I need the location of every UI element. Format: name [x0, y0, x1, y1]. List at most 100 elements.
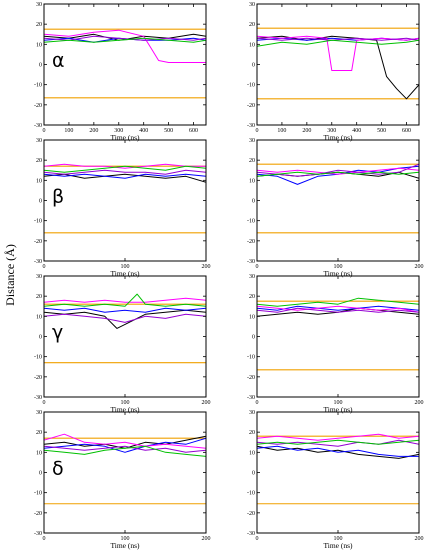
- y-tick-label: 20: [36, 430, 42, 436]
- x-tick-label: 0: [43, 128, 46, 134]
- series-line-4: [44, 37, 206, 43]
- y-tick-label: 10: [249, 178, 255, 184]
- y-axis-label: Distance (Å): [3, 244, 17, 306]
- x-tick-label: 400: [139, 128, 148, 134]
- x-tick-label: 0: [256, 400, 259, 406]
- x-tick-label: 0: [43, 536, 46, 542]
- y-tick-label: 30: [249, 410, 255, 416]
- x-axis-title: Time (ns): [323, 133, 353, 142]
- y-tick-label: -30: [247, 259, 255, 265]
- y-tick-label: 10: [36, 314, 42, 320]
- chart-panel-delta-right: -30 -20 -10 0 10 20 30 0 100 200 Time (ns): [247, 410, 424, 550]
- plot-frame: [256, 275, 420, 398]
- x-tick-label: 500: [164, 128, 173, 134]
- x-tick-label: 200: [202, 264, 211, 270]
- series-line-3: [44, 445, 206, 453]
- series-line-2: [44, 29, 206, 63]
- y-tick-label: 20: [249, 22, 255, 28]
- series-line-4: [257, 439, 419, 445]
- y-tick-label: 20: [249, 430, 255, 436]
- y-tick-label: -30: [34, 259, 42, 265]
- x-tick-label: 200: [415, 536, 424, 542]
- plot-frame: [256, 411, 420, 534]
- series-line-2: [257, 167, 419, 175]
- series-line-0: [44, 33, 206, 41]
- y-tick-label: 10: [36, 450, 42, 456]
- x-tick-label: 200: [202, 400, 211, 406]
- y-tick-label: 30: [36, 410, 42, 416]
- x-tick-label: 100: [334, 400, 343, 406]
- y-tick-label: -10: [247, 355, 255, 361]
- y-tick-label: -20: [34, 103, 42, 109]
- y-tick-label: 20: [36, 158, 42, 164]
- y-tick-label: 10: [249, 450, 255, 456]
- series-line-2: [44, 297, 206, 303]
- y-tick-label: -30: [247, 123, 255, 129]
- series-line-2: [257, 305, 419, 313]
- y-tick-label: 30: [249, 2, 255, 8]
- series-line-3: [257, 37, 419, 41]
- y-tick-label: -20: [34, 511, 42, 517]
- y-tick-label: -30: [34, 395, 42, 401]
- series-line-2: [257, 35, 419, 71]
- series-line-3: [44, 313, 206, 323]
- x-tick-label: 200: [202, 536, 211, 542]
- x-tick-label: 100: [64, 128, 73, 134]
- y-tick-label: 0: [252, 471, 255, 477]
- plot-frame: [43, 411, 207, 534]
- x-tick-label: 200: [302, 128, 311, 134]
- y-tick-label: -20: [247, 511, 255, 517]
- y-tick-label: 10: [36, 42, 42, 48]
- plot-frame: [256, 139, 420, 262]
- series-line-2: [44, 433, 206, 449]
- x-tick-label: 200: [415, 400, 424, 406]
- y-tick-label: 30: [36, 274, 42, 280]
- chart-panel-delta-left: -30 -20 -10 0 10 20 30 0 100 200 Time (ns) δ: [34, 410, 211, 550]
- series-line-0: [257, 35, 419, 100]
- plot-frame: [43, 275, 207, 398]
- x-axis-title: Time (ns): [110, 405, 140, 414]
- y-tick-label: -20: [247, 375, 255, 381]
- y-tick-label: 10: [36, 178, 42, 184]
- series-line-4: [44, 293, 206, 307]
- y-tick-label: 20: [249, 158, 255, 164]
- series-line-0: [44, 309, 206, 329]
- y-tick-label: 0: [252, 335, 255, 341]
- x-tick-label: 100: [334, 536, 343, 542]
- y-tick-label: -20: [34, 239, 42, 245]
- x-tick-label: 0: [256, 536, 259, 542]
- x-tick-label: 600: [189, 128, 198, 134]
- x-tick-label: 200: [415, 264, 424, 270]
- x-tick-label: 300: [327, 128, 336, 134]
- y-tick-label: 0: [252, 63, 255, 69]
- y-tick-label: -10: [247, 83, 255, 89]
- x-tick-label: 0: [43, 264, 46, 270]
- x-tick-label: 100: [121, 400, 130, 406]
- series-line-1: [44, 173, 206, 179]
- x-tick-label: 400: [352, 128, 361, 134]
- series-line-3: [44, 169, 206, 175]
- x-axis-title: Time (ns): [323, 405, 353, 414]
- x-axis-title: Time (ns): [110, 133, 140, 142]
- series-line-4: [257, 39, 419, 47]
- panel-label: α: [52, 50, 65, 72]
- series-line-2: [257, 433, 419, 441]
- y-tick-label: -10: [34, 83, 42, 89]
- y-tick-label: 30: [249, 138, 255, 144]
- x-tick-label: 0: [256, 264, 259, 270]
- y-tick-label: 30: [36, 138, 42, 144]
- series-line-4: [257, 171, 419, 177]
- y-tick-label: -20: [34, 375, 42, 381]
- x-tick-label: 600: [402, 128, 411, 134]
- y-tick-label: -30: [34, 123, 42, 129]
- y-tick-label: 0: [39, 471, 42, 477]
- y-tick-label: 0: [252, 199, 255, 205]
- plot-frame: [256, 3, 420, 126]
- series-line-0: [257, 445, 419, 459]
- y-tick-label: -20: [247, 103, 255, 109]
